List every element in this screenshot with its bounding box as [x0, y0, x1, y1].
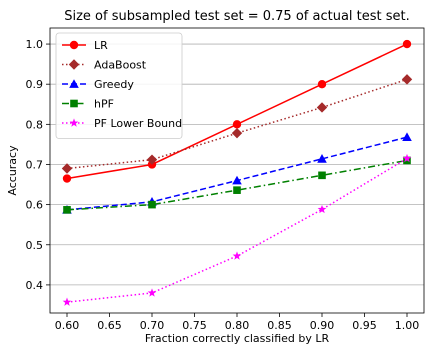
- legend-label: AdaBoost: [94, 59, 147, 72]
- legend-marker: [70, 99, 78, 108]
- series-line: [66, 136, 408, 211]
- series-line: [66, 159, 408, 211]
- x-axis-title: Fraction correctly classified by LR: [145, 332, 330, 345]
- legend-box: [55, 32, 183, 139]
- data-point: [232, 251, 242, 260]
- x-tick-label: 0.70: [140, 319, 165, 332]
- data-point: [148, 200, 156, 209]
- axis-ticks: 0.4 0.5 0.6 0.7 0.8 0.9 1.0 0.60 0.65 0.70 0.75 0.8…: [26, 38, 420, 332]
- series-group: [61, 39, 413, 306]
- y-tick-label: 1.0: [26, 38, 44, 51]
- data-point: [402, 132, 412, 142]
- legend-label: LR: [94, 39, 108, 52]
- data-point: [401, 74, 413, 85]
- series-line: [66, 78, 408, 170]
- legend-marker: [69, 40, 79, 50]
- y-tick-label: 0.8: [26, 118, 44, 131]
- data-point: [231, 127, 243, 139]
- data-point: [402, 39, 412, 49]
- x-tick-label: 0.80: [225, 319, 250, 332]
- series-greedy: [62, 132, 412, 214]
- data-point: [146, 154, 158, 165]
- series-pf-lower-bound: [62, 153, 412, 306]
- data-point: [318, 171, 326, 180]
- legend-marker: [68, 59, 80, 70]
- data-point: [403, 156, 411, 165]
- y-tick-label: 0.5: [26, 239, 44, 252]
- y-tick-label: 0.9: [26, 78, 44, 91]
- x-tick-label: 0.60: [55, 319, 80, 332]
- legend-marker: [69, 118, 79, 127]
- series-adaboost: [61, 74, 413, 174]
- legend-label: hPF: [94, 98, 114, 111]
- x-tick-label: 1.00: [395, 319, 420, 332]
- data-point: [63, 206, 71, 214]
- data-point: [62, 174, 72, 183]
- data-point: [61, 163, 73, 174]
- data-point: [62, 297, 72, 306]
- legend-label: Greedy: [94, 78, 134, 91]
- data-point: [147, 288, 157, 297]
- legend: LR AdaBoost Greedy hPF PF Lower Bound: [55, 32, 183, 139]
- data-point: [232, 120, 242, 129]
- data-point: [232, 175, 242, 185]
- y-axis-title: Accuracy: [6, 145, 19, 196]
- x-tick-label: 0.85: [267, 319, 292, 332]
- data-point: [317, 79, 327, 89]
- data-point: [317, 154, 327, 163]
- y-tick-label: 0.6: [26, 199, 44, 212]
- chart-title: Size of subsampled test set = 0.75 of ac…: [64, 9, 410, 24]
- x-tick-label: 0.65: [97, 319, 122, 332]
- data-point: [233, 186, 241, 194]
- legend-label: PF Lower Bound: [94, 117, 182, 130]
- data-point: [316, 102, 328, 113]
- x-tick-label: 0.75: [182, 319, 207, 332]
- legend-marker: [69, 79, 79, 88]
- series-line: [66, 157, 408, 303]
- series-hpf: [63, 156, 411, 214]
- data-point: [402, 153, 412, 163]
- x-tick-label: 0.90: [310, 319, 335, 332]
- data-point: [317, 204, 327, 214]
- y-tick-label: 0.7: [26, 158, 44, 171]
- y-tick-label: 0.4: [26, 279, 44, 292]
- x-tick-label: 0.95: [352, 319, 377, 332]
